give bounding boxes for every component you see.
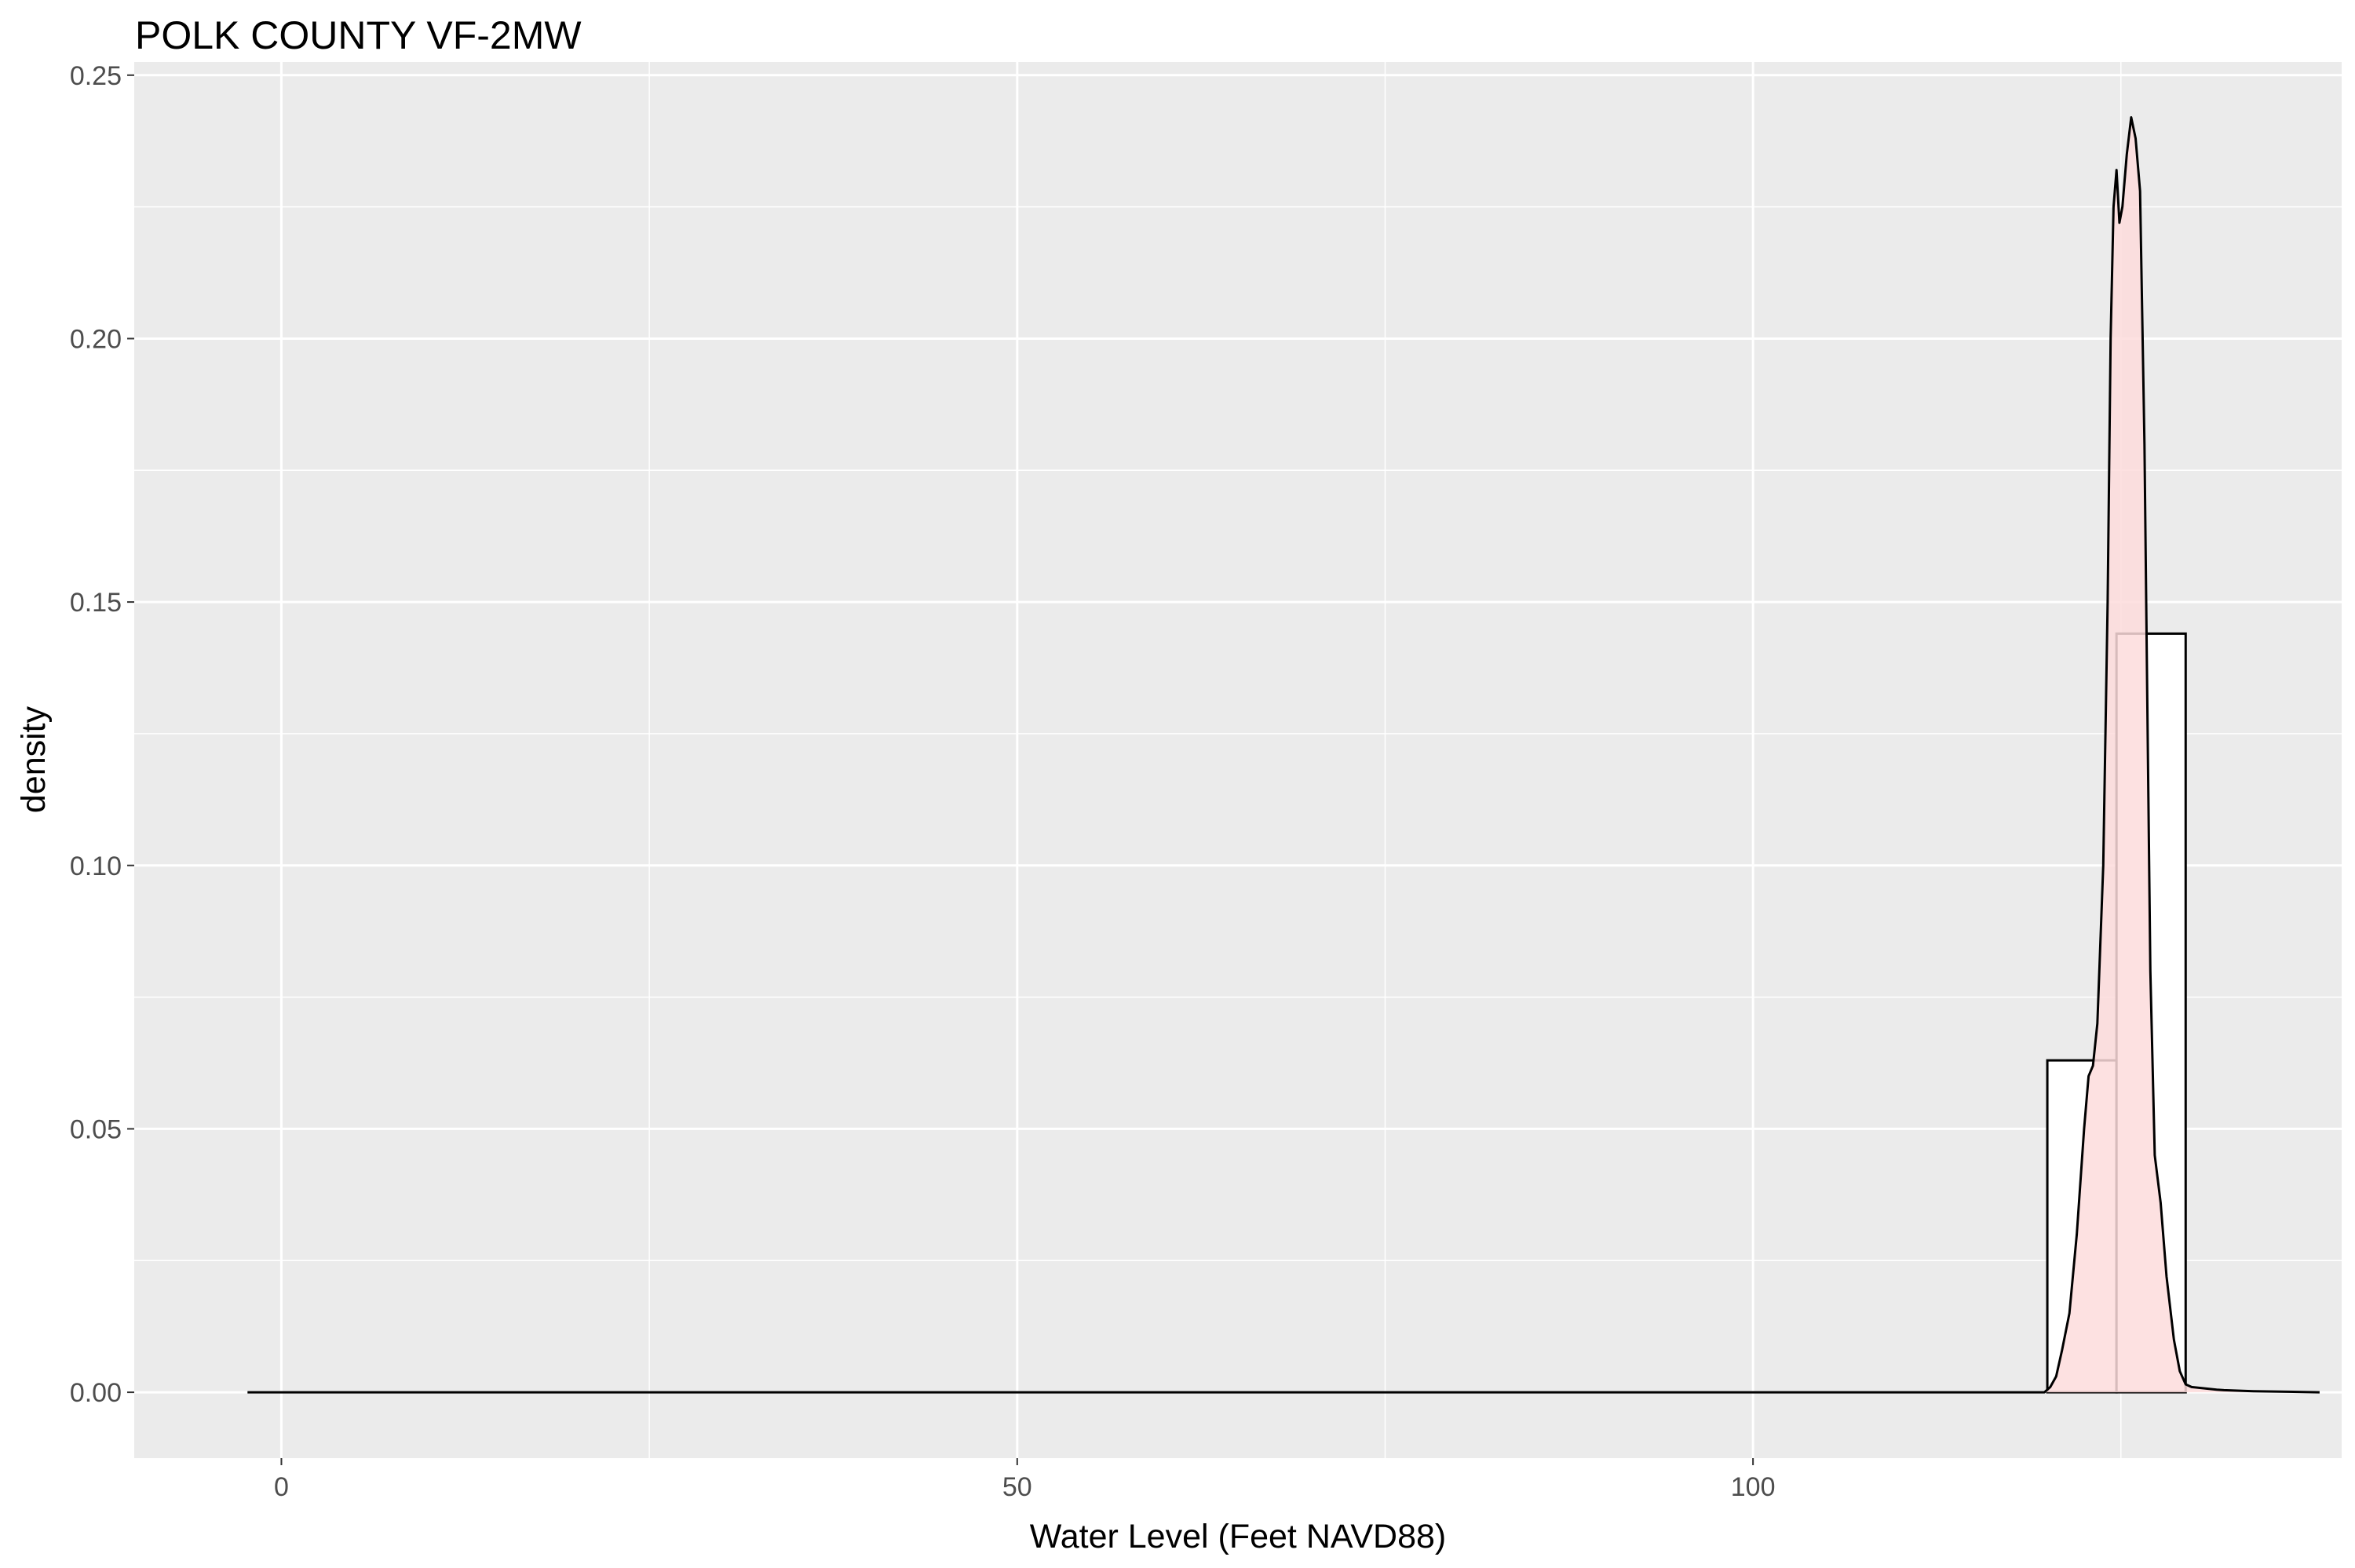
y-axis-ticks: 0.00 0.05 0.10 0.15 0.20 0.25	[70, 61, 134, 1408]
x-axis-ticks: 0 50 100	[274, 1458, 1776, 1502]
x-tick-label: 100	[1731, 1472, 1776, 1502]
panel-background	[134, 62, 2342, 1458]
y-tick-label: 0.00	[70, 1378, 122, 1408]
chart-title: POLK COUNTY VF-2MW	[135, 13, 582, 57]
density-curve	[247, 116, 2320, 1394]
y-tick-label: 0.25	[70, 61, 122, 91]
density-area	[247, 117, 2320, 1393]
y-tick-label: 0.05	[70, 1114, 122, 1144]
y-tick-label: 0.15	[70, 588, 122, 618]
y-axis-title: density	[15, 706, 53, 813]
y-tick-label: 0.20	[70, 324, 122, 354]
x-tick-label: 0	[274, 1472, 289, 1502]
x-axis-title: Water Level (Feet NAVD88)	[1030, 1518, 1447, 1555]
x-tick-label: 50	[1002, 1472, 1032, 1502]
density-line	[247, 116, 2320, 1394]
y-tick-label: 0.10	[70, 851, 122, 881]
